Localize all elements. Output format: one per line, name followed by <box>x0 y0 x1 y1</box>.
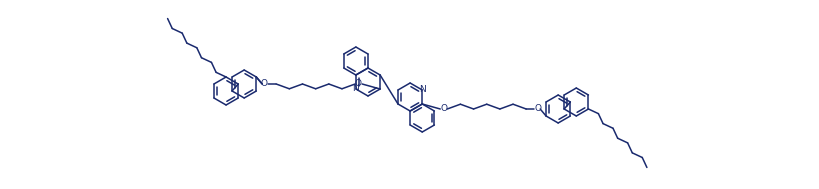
Text: O: O <box>440 105 447 114</box>
Text: N: N <box>352 84 359 94</box>
Text: N: N <box>419 85 425 94</box>
Text: O: O <box>260 80 267 88</box>
Text: O: O <box>534 105 541 114</box>
Text: O: O <box>354 80 361 88</box>
